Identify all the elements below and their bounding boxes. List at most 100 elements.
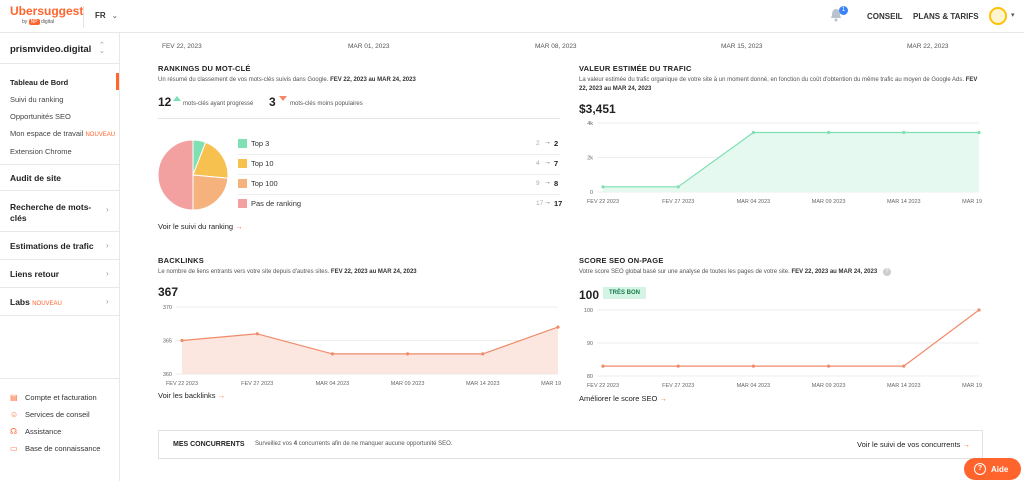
seo-link[interactable]: Améliorer le score SEO → <box>579 394 667 403</box>
traffic-chart: 0 2k 4k FEV 22 2023 FEV 27 2023 MAR 04 2023 MA… <box>587 121 983 205</box>
competitors-link-label: Voir le suivi de vos concurrents <box>857 440 961 449</box>
status-badge: TRÈS BON <box>603 287 647 299</box>
series-line <box>603 131 979 188</box>
chevron-right-icon: › <box>106 205 109 214</box>
logo[interactable]: Ubersuggest <box>10 4 84 18</box>
x-tick-label: MAR 09 2023 <box>812 383 846 389</box>
legend-label: Top 100 <box>251 179 278 188</box>
new-badge: NOUVEAU <box>85 132 116 138</box>
data-point[interactable] <box>255 332 259 336</box>
data-point[interactable] <box>902 130 906 135</box>
chevron-right-icon: › <box>106 297 109 306</box>
sidebar-item-chrome-extension[interactable]: Extension Chrome <box>10 147 72 156</box>
logo-np: NP <box>28 19 40 25</box>
sidebar-section-traffic[interactable]: Estimations de trafic <box>10 241 94 251</box>
y-tick-label: 0 <box>590 190 593 196</box>
data-point[interactable] <box>601 364 605 368</box>
chevron-down-icon: ⌄ <box>111 13 118 20</box>
backlinks-desc-text: Le nombre de liens entrants vers votre s… <box>158 269 330 275</box>
legend-row[interactable]: Pas de ranking 17 → 17 <box>238 195 563 215</box>
legend-row[interactable]: Top 3 2 → 2 <box>238 135 560 155</box>
ranking-link[interactable]: Voir le suivi du ranking → <box>158 222 243 231</box>
sidebar-footer-assistance[interactable]: ☊ Assistance <box>10 427 61 436</box>
sidebar-section-backlinks[interactable]: Liens retour <box>10 269 60 279</box>
backlinks-desc-range: FEV 22, 2023 au MAR 24, 2023 <box>330 269 417 275</box>
chevron-down-icon[interactable]: ▾ <box>1011 12 1015 19</box>
sidebar-item-seo-opportunities[interactable]: Opportunités SEO <box>10 112 71 121</box>
x-tick-label: MAR 19 2023 <box>962 199 983 205</box>
chevron-right-icon: › <box>106 241 109 250</box>
data-point[interactable] <box>827 130 831 135</box>
help-label: Aide <box>991 465 1009 474</box>
sidebar-section-audit[interactable]: Audit de site <box>10 173 62 183</box>
sidebar-section-labs[interactable]: Labs NOUVEAU <box>10 297 105 310</box>
data-point[interactable] <box>330 352 334 356</box>
language-selector[interactable]: FR ⌄ <box>95 11 118 20</box>
seo-link-label: Améliorer le score SEO <box>579 394 658 403</box>
data-point[interactable] <box>556 325 560 329</box>
x-tick-label: MAR 19 2023 <box>962 383 983 389</box>
divider <box>0 231 120 232</box>
sidebar-footer-consulting[interactable]: ☺ Services de conseil <box>10 410 90 419</box>
sidebar-section-label: Labs <box>10 297 30 307</box>
date-label: MAR 08, 2023 <box>535 43 577 50</box>
legend-prev: 2 <box>536 140 540 147</box>
data-point[interactable] <box>481 352 485 356</box>
data-point[interactable] <box>180 338 184 343</box>
sidebar-item-dashboard[interactable]: Tableau de Bord <box>10 78 69 87</box>
x-tick-label: MAR 14 2023 <box>887 383 921 389</box>
chevron-right-icon: › <box>106 269 109 278</box>
divider <box>0 378 120 379</box>
data-point[interactable] <box>827 364 831 368</box>
legend-row[interactable]: Top 100 9 → 8 <box>238 175 560 195</box>
data-point[interactable] <box>977 130 981 135</box>
plans-link[interactable]: PLANS & TARIFS <box>913 12 979 21</box>
legend-label: Top 3 <box>251 139 270 148</box>
y-tick-label: 100 <box>584 308 593 314</box>
sidebar-item-workspace[interactable]: Mon espace de travail NOUVEAU <box>10 129 115 138</box>
data-point[interactable] <box>977 308 981 312</box>
backlinks-link[interactable]: Voir les backlinks → <box>158 391 225 400</box>
data-point[interactable] <box>676 364 680 368</box>
rankings-title: RANKINGS DU MOT-CLÉ <box>158 64 251 73</box>
data-point[interactable] <box>601 185 605 189</box>
avatar[interactable] <box>989 7 1007 25</box>
project-name[interactable]: prismvideo.digital <box>10 44 92 55</box>
legend-curr: 8 <box>554 179 559 188</box>
arrow-right-icon: → <box>962 440 971 449</box>
x-tick-label: FEV 27 2023 <box>241 381 273 387</box>
arrow-right-icon: → <box>544 159 551 166</box>
traffic-description: La valeur estimée du trafic organique de… <box>579 76 984 94</box>
sidebar-footer-billing[interactable]: ▤ Compte et facturation <box>10 393 97 402</box>
sidebar-item-ranking[interactable]: Suivi du ranking <box>10 95 64 104</box>
x-tick-label: MAR 04 2023 <box>316 381 350 387</box>
y-tick-label: 4k <box>587 121 593 127</box>
info-icon[interactable]: ? <box>882 268 891 276</box>
pie-slice <box>192 174 229 211</box>
rankings-desc-range: FEV 22, 2023 au MAR 24, 2023 <box>330 77 416 83</box>
data-point[interactable] <box>676 185 680 189</box>
traffic-value: $3,451 <box>579 102 616 116</box>
arrow-right-icon: → <box>544 199 551 206</box>
sidebar-section-keywords[interactable]: Recherche de mots-clés <box>10 202 92 223</box>
legend-row[interactable]: Top 10 4 → 7 <box>238 155 560 175</box>
data-point[interactable] <box>406 352 410 356</box>
project-switch-icon[interactable]: ⌃ ⌄ <box>99 42 105 55</box>
data-point[interactable] <box>902 364 906 368</box>
divider <box>0 287 120 288</box>
help-button[interactable]: ? Aide <box>964 458 1021 480</box>
new-badge: NOUVEAU <box>32 301 62 307</box>
date-label: FEV 22, 2023 <box>162 43 202 50</box>
footer-label: Compte et facturation <box>25 393 97 402</box>
conseil-link[interactable]: CONSEIL <box>867 12 903 21</box>
arrow-right-icon: → <box>217 391 226 400</box>
sidebar-footer-knowledge[interactable]: ▭ Base de connaissance <box>10 444 100 453</box>
bell-icon[interactable] <box>830 8 842 22</box>
divider <box>83 6 84 28</box>
top-bar: Ubersuggest by NP digital FR ⌄ 1 CONSEIL… <box>0 0 1024 33</box>
data-point[interactable] <box>751 364 755 368</box>
competitors-link[interactable]: Voir le suivi de vos concurrents → <box>857 440 970 449</box>
data-point[interactable] <box>751 130 755 135</box>
legend-curr: 17 <box>554 199 563 208</box>
y-tick-label: 2k <box>587 156 593 162</box>
